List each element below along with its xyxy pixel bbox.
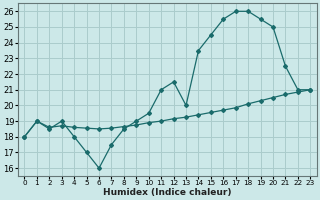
X-axis label: Humidex (Indice chaleur): Humidex (Indice chaleur) bbox=[103, 188, 232, 197]
